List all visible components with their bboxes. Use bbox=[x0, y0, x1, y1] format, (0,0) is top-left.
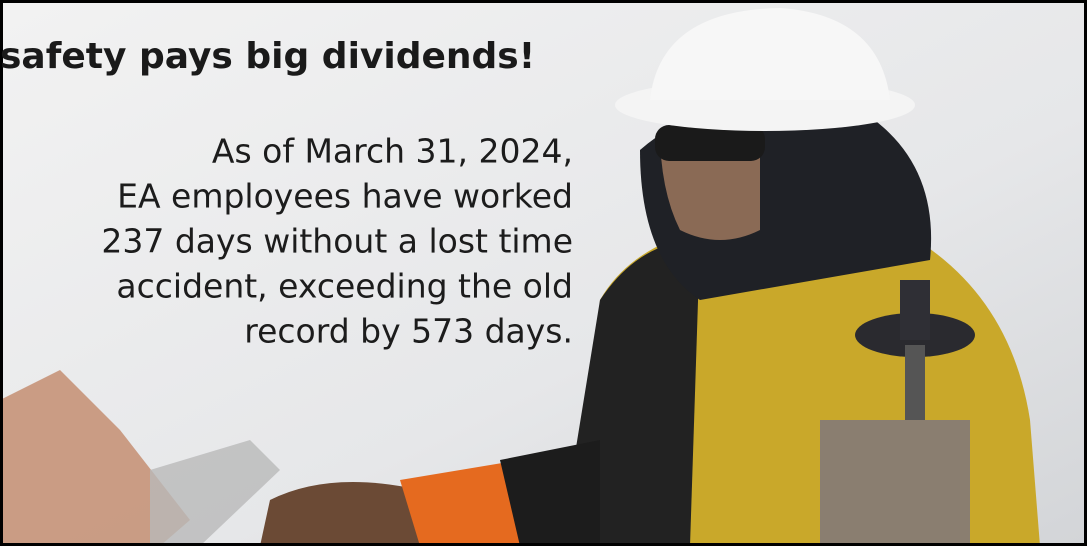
body-line: EA employees have worked bbox=[117, 177, 573, 216]
body-line: accident, exceeding the old bbox=[116, 267, 573, 306]
body-line: 237 days without a lost time bbox=[101, 222, 573, 261]
banner: safety pays big dividends! As of March 3… bbox=[0, 0, 1087, 546]
headline: safety pays big dividends! bbox=[0, 36, 535, 77]
page: safety pays big dividends! As of March 3… bbox=[0, 0, 1087, 546]
body-line: As of March 31, 2024, bbox=[212, 132, 573, 171]
body-line: record by 573 days. bbox=[244, 312, 573, 351]
